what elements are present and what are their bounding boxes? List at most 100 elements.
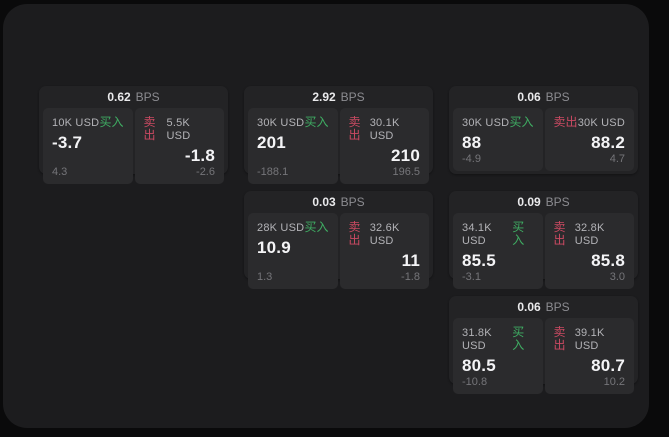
bps-value: 0.03: [312, 195, 336, 209]
sell-panel-top: 卖出 39.1K USD: [554, 326, 626, 353]
app-panel: 0.62 BPS 10K USD 买入 -3.7 4.3 卖出 5.5K USD: [3, 4, 649, 428]
sell-amount: 32.6K USD: [369, 222, 400, 247]
card-body: 30K USD 买入 88 -4.9 卖出 30K USD 88.2 4.7: [453, 108, 634, 171]
buy-panel-top: 10K USD 买入: [52, 116, 124, 130]
bps-unit-label: BPS: [135, 90, 160, 104]
buy-panel[interactable]: 28K USD 买入 10.9 1.3: [248, 213, 338, 289]
buy-amount: 28K USD: [257, 222, 305, 234]
sell-amount: 30K USD: [577, 117, 625, 129]
sell-panel[interactable]: 卖出 5.5K USD -1.8 -2.6: [134, 108, 224, 184]
buy-label: 买入: [304, 220, 329, 234]
sell-amount: 5.5K USD: [166, 117, 191, 142]
sell-label: 卖出: [553, 220, 566, 247]
card-header: 2.92 BPS: [244, 86, 433, 108]
buy-price: 88: [462, 133, 482, 152]
quote-card: 0.06 BPS 30K USD 买入 88 -4.9 卖出 30K USD: [449, 86, 638, 174]
bps-unit-label: BPS: [340, 195, 365, 209]
card-body: 10K USD 买入 -3.7 4.3 卖出 5.5K USD -1.8 -2.…: [43, 108, 224, 184]
buy-delta: -188.1: [257, 166, 289, 178]
card-body: 34.1K USD 买入 85.5 -3.1 卖出 32.8K USD 85.8…: [453, 213, 634, 289]
buy-label: 买入: [512, 220, 525, 247]
sell-panel[interactable]: 卖出 32.8K USD 85.8 3.0: [544, 213, 634, 289]
buy-delta: 4.3: [52, 166, 68, 178]
buy-label: 买入: [99, 115, 124, 129]
bps-unit-label: BPS: [340, 90, 365, 104]
quote-card: 0.62 BPS 10K USD 买入 -3.7 4.3 卖出 5.5K USD: [39, 86, 228, 184]
buy-panel[interactable]: 31.8K USD 买入 80.5 -10.8: [453, 318, 543, 394]
sell-label: 卖出: [348, 220, 361, 247]
buy-amount: 30K USD: [462, 117, 510, 129]
sell-panel[interactable]: 卖出 39.1K USD 80.7 10.2: [544, 318, 634, 394]
card-header: 0.09 BPS: [449, 191, 638, 213]
buy-panel[interactable]: 10K USD 买入 -3.7 4.3: [43, 108, 133, 184]
sell-price: 80.7: [591, 356, 625, 375]
sell-delta: 196.5: [392, 166, 420, 178]
card-body: 28K USD 买入 10.9 1.3 卖出 32.6K USD 11 -1.8: [248, 213, 429, 289]
buy-panel[interactable]: 30K USD 买入 88 -4.9: [453, 108, 543, 171]
buy-panel-top: 30K USD 买入: [257, 116, 329, 130]
sell-delta: 10.2: [603, 376, 625, 388]
sell-delta: 3.0: [609, 271, 625, 283]
sell-panel-top: 卖出 32.6K USD: [349, 221, 421, 248]
bps-unit-label: BPS: [545, 90, 570, 104]
sell-delta: -1.8: [401, 271, 420, 283]
sell-label: 卖出: [143, 115, 156, 142]
buy-delta: -4.9: [462, 153, 481, 165]
bps-value: 0.62: [107, 90, 131, 104]
buy-amount: 10K USD: [52, 117, 100, 129]
card-header: 0.06 BPS: [449, 296, 638, 318]
bps-value: 0.06: [517, 90, 541, 104]
sell-delta: -2.6: [196, 166, 215, 178]
sell-panel[interactable]: 卖出 30.1K USD 210 196.5: [339, 108, 429, 184]
sell-delta: 4.7: [609, 153, 625, 165]
buy-amount: 31.8K USD: [462, 327, 492, 352]
buy-price: 80.5: [462, 356, 496, 375]
card-body: 31.8K USD 买入 80.5 -10.8 卖出 39.1K USD 80.…: [453, 318, 634, 394]
buy-panel-top: 28K USD 买入: [257, 221, 329, 235]
sell-label: 卖出: [553, 325, 566, 352]
buy-panel-top: 30K USD 买入: [462, 116, 534, 130]
buy-price: -3.7: [52, 133, 83, 152]
sell-price: 11: [401, 251, 420, 270]
card-header: 0.62 BPS: [39, 86, 228, 108]
buy-delta: -3.1: [462, 271, 481, 283]
sell-panel-top: 卖出 32.8K USD: [554, 221, 626, 248]
buy-amount: 34.1K USD: [462, 222, 492, 247]
sell-panel[interactable]: 卖出 32.6K USD 11 -1.8: [339, 213, 429, 289]
quote-card: 2.92 BPS 30K USD 买入 201 -188.1 卖出 30.1K …: [244, 86, 433, 184]
buy-delta: 1.3: [257, 271, 273, 283]
sell-amount: 30.1K USD: [369, 117, 400, 142]
bps-value: 2.92: [312, 90, 336, 104]
buy-panel[interactable]: 34.1K USD 买入 85.5 -3.1: [453, 213, 543, 289]
bps-value: 0.09: [517, 195, 541, 209]
sell-panel[interactable]: 卖出 30K USD 88.2 4.7: [544, 108, 634, 171]
buy-label: 买入: [512, 325, 525, 352]
bps-unit-label: BPS: [545, 195, 570, 209]
buy-price: 10.9: [257, 238, 291, 257]
buy-panel-top: 31.8K USD 买入: [462, 326, 534, 353]
sell-price: -1.8: [184, 146, 215, 165]
quote-card: 0.06 BPS 31.8K USD 买入 80.5 -10.8 卖出 39.1…: [449, 296, 638, 394]
sell-amount: 39.1K USD: [574, 327, 605, 352]
sell-panel-top: 卖出 30K USD: [554, 116, 626, 130]
buy-label: 买入: [304, 115, 329, 129]
buy-amount: 30K USD: [257, 117, 305, 129]
card-body: 30K USD 买入 201 -188.1 卖出 30.1K USD 210 1…: [248, 108, 429, 184]
buy-price: 85.5: [462, 251, 496, 270]
sell-amount: 32.8K USD: [574, 222, 605, 247]
card-header: 0.06 BPS: [449, 86, 638, 108]
quote-card: 0.03 BPS 28K USD 买入 10.9 1.3 卖出 32.6K US…: [244, 191, 433, 289]
quote-card: 0.09 BPS 34.1K USD 买入 85.5 -3.1 卖出 32.8K…: [449, 191, 638, 289]
sell-price: 210: [391, 146, 420, 165]
bps-unit-label: BPS: [545, 300, 570, 314]
buy-panel-top: 34.1K USD 买入: [462, 221, 534, 248]
buy-panel[interactable]: 30K USD 买入 201 -188.1: [248, 108, 338, 184]
sell-label: 卖出: [348, 115, 361, 142]
sell-label: 卖出: [553, 115, 578, 129]
card-header: 0.03 BPS: [244, 191, 433, 213]
buy-price: 201: [257, 133, 286, 152]
bps-value: 0.06: [517, 300, 541, 314]
buy-delta: -10.8: [462, 376, 488, 388]
sell-panel-top: 卖出 30.1K USD: [349, 116, 421, 143]
sell-price: 88.2: [591, 133, 625, 152]
